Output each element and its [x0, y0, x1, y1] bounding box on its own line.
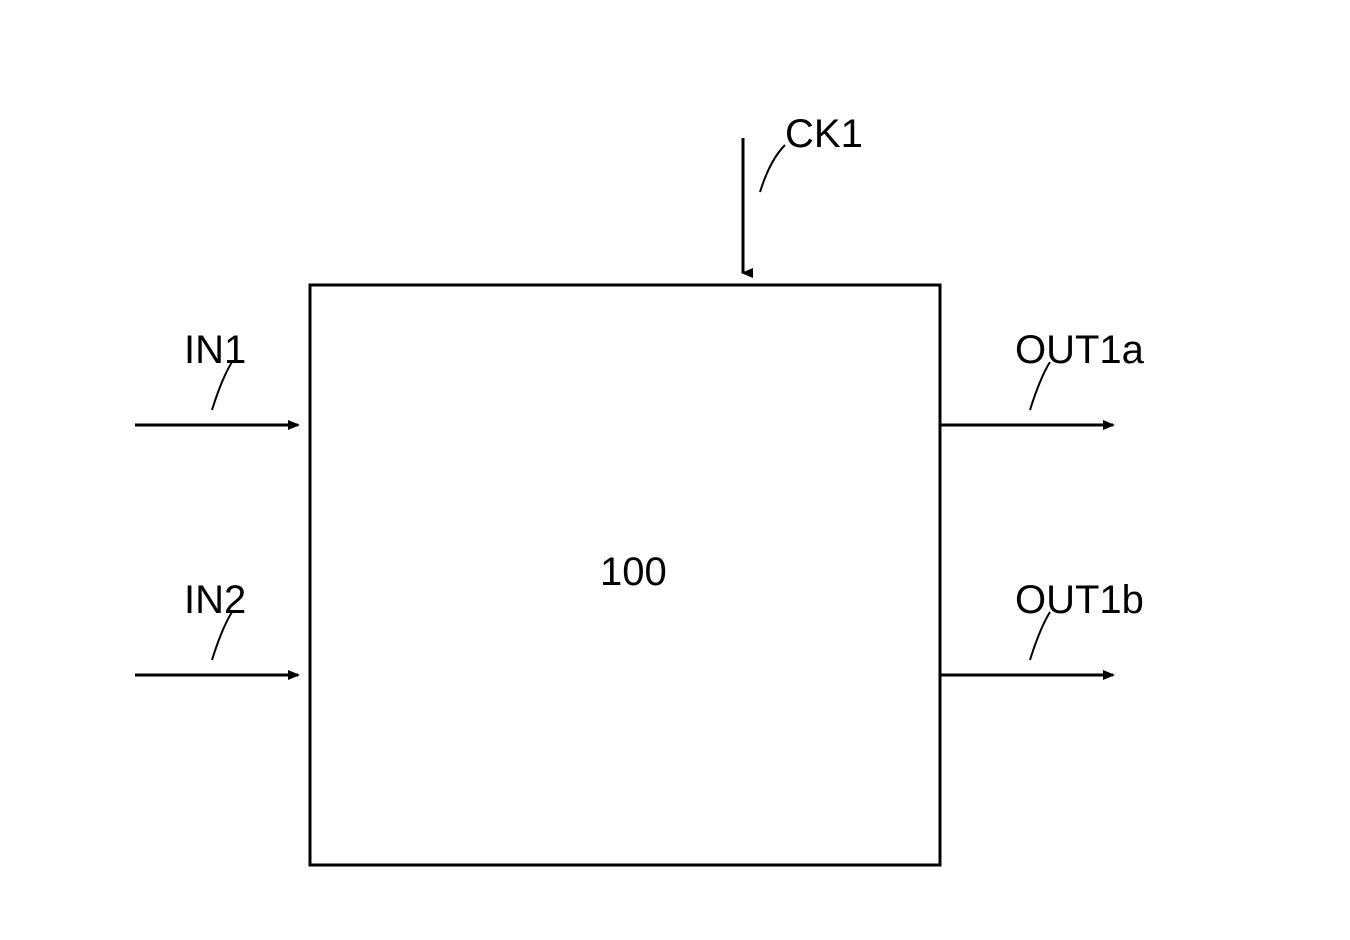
out1b-label: OUT1b — [1015, 578, 1144, 623]
in2-label: IN2 — [184, 578, 246, 623]
ck1-leader — [760, 145, 785, 192]
diagram-svg — [0, 0, 1350, 940]
out1a-label: OUT1a — [1015, 328, 1144, 373]
in1-label: IN1 — [184, 328, 246, 373]
block-label: 100 — [600, 550, 667, 595]
block-diagram: 100 CK1 IN1 IN2 OUT1a OUT1b — [0, 0, 1350, 940]
ck1-label: CK1 — [785, 112, 863, 157]
